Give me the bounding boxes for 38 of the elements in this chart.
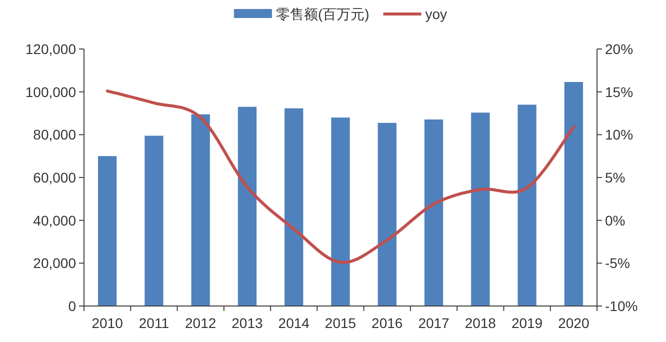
legend-label: yoy (425, 6, 448, 22)
bar (378, 122, 396, 306)
y-tick-label: 40,000 (33, 212, 76, 228)
y-tick-label: 80,000 (33, 126, 76, 143)
x-tick-label: 2010 (92, 315, 124, 331)
y-tick-label: 100,000 (25, 84, 76, 100)
bar (518, 104, 536, 306)
y2-tick-label: 20% (605, 41, 634, 57)
bar (284, 108, 304, 306)
x-tick-label: 2011 (138, 315, 170, 331)
bar (424, 119, 444, 306)
y2-tick-label: -5% (605, 255, 630, 272)
y-tick-label: 60,000 (33, 170, 76, 186)
y2-tick-label: 10% (605, 126, 634, 143)
x-tick-label: 2017 (418, 315, 450, 331)
x-tick-label: 2016 (372, 315, 403, 331)
x-tick-label: 2018 (464, 315, 496, 331)
bar (471, 112, 490, 306)
x-tick-label: 2014 (278, 315, 310, 331)
x-tick-label: 2013 (232, 315, 264, 331)
bar (144, 136, 164, 306)
bar (238, 106, 257, 306)
y2-tick-label: 15% (605, 84, 634, 100)
x-tick-label: 2015 (324, 315, 356, 331)
x-tick-label: 2012 (185, 315, 216, 331)
bar (331, 118, 350, 306)
y-tick-label: 0 (68, 298, 76, 314)
y2-tick-label: -10% (605, 298, 638, 314)
y2-tick-label: 5% (605, 170, 626, 186)
legend-label: 零售额(百万元) (276, 6, 370, 22)
x-tick-label: 2019 (511, 315, 543, 331)
bar (98, 156, 117, 306)
bar (564, 82, 584, 306)
y2-tick-label: 0% (605, 212, 626, 228)
y-tick-label: 120,000 (25, 41, 76, 57)
bar (191, 114, 210, 306)
x-tick-label: 2020 (558, 315, 590, 331)
y-tick-label: 20,000 (33, 255, 76, 272)
